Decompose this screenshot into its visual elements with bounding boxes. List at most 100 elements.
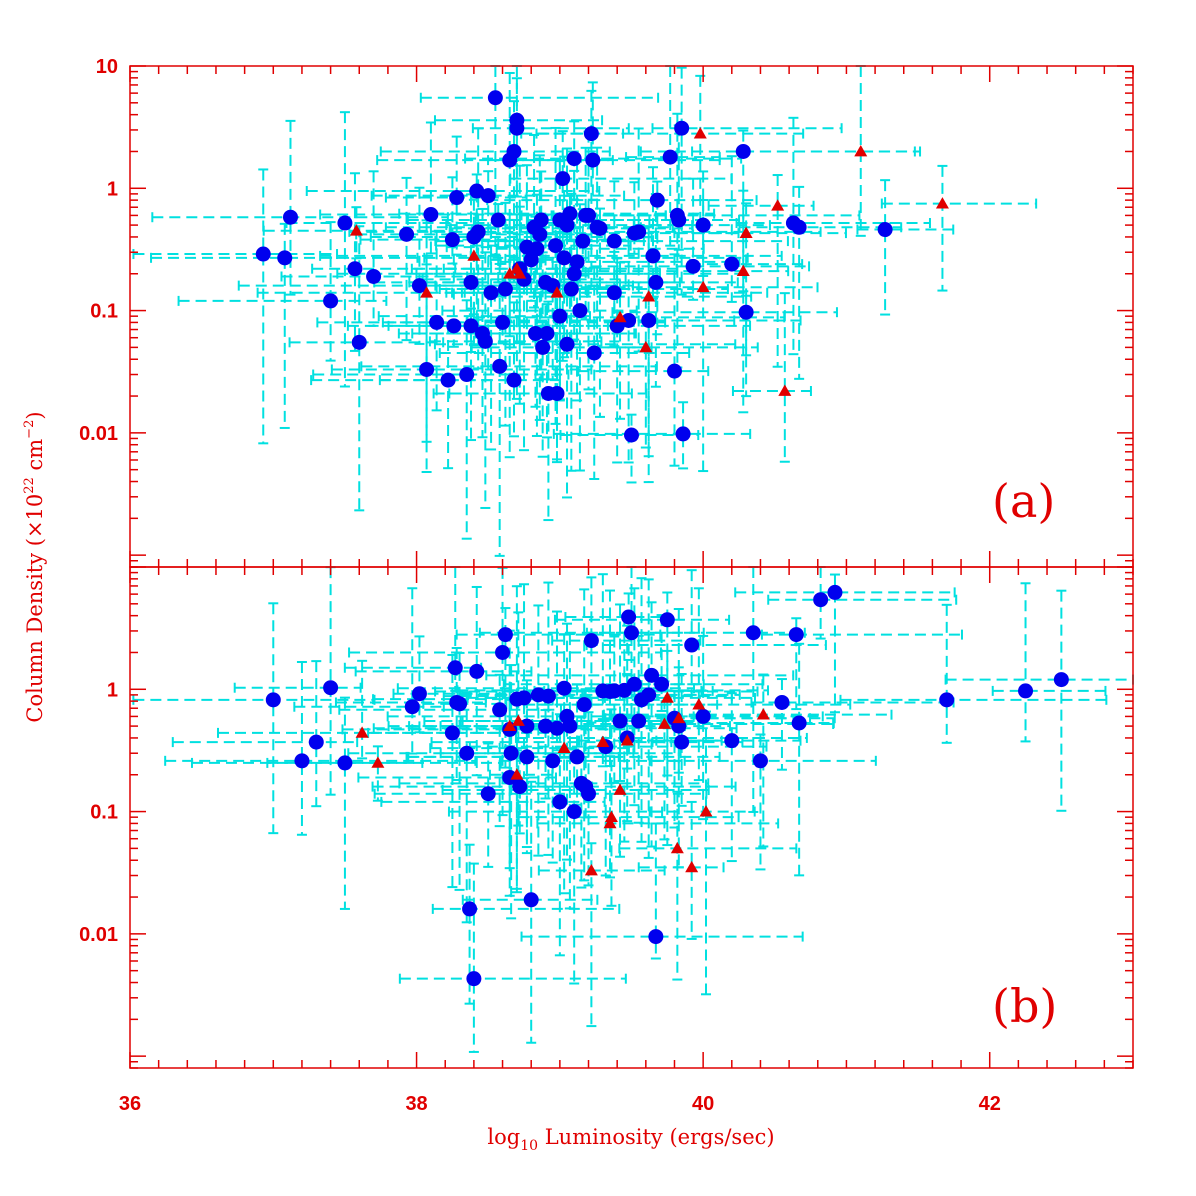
circle-point <box>323 293 339 309</box>
circle-point <box>939 692 955 708</box>
circle-point <box>497 627 513 643</box>
circle-point <box>549 720 565 736</box>
circle-point <box>654 676 670 692</box>
circle-point <box>562 718 578 734</box>
circle-point <box>559 217 575 233</box>
circle-point <box>641 687 657 703</box>
circle-point <box>411 278 427 294</box>
circle-point <box>440 372 456 388</box>
triangle-point <box>739 226 753 238</box>
circle-point <box>724 733 740 749</box>
circle-point <box>624 427 639 443</box>
circle-point <box>648 274 664 290</box>
circle-point <box>404 699 420 715</box>
circle-point <box>738 304 754 320</box>
circle-point <box>497 281 513 297</box>
circle-point <box>462 901 478 917</box>
triangle-point <box>660 691 674 703</box>
triangle-point <box>349 224 363 236</box>
circle-point <box>337 215 353 231</box>
circle-point <box>649 192 665 208</box>
triangle-point <box>503 719 517 731</box>
circle-point <box>552 308 568 324</box>
circle-point <box>490 212 506 228</box>
circle-point <box>459 745 475 761</box>
triangle-point <box>604 810 618 823</box>
circle-point <box>877 222 893 238</box>
circle-point <box>294 753 310 769</box>
circle-point <box>671 212 687 228</box>
circle-point <box>444 232 460 248</box>
y-tick-label: 0.1 <box>90 802 118 824</box>
circle-point <box>606 285 622 301</box>
circle-point <box>347 261 363 277</box>
triangle-point <box>613 310 627 323</box>
circle-point <box>575 233 591 249</box>
circle-point <box>666 363 682 379</box>
x-tick-label: 36 <box>119 1093 141 1115</box>
circle-point <box>624 625 639 641</box>
circle-point <box>674 734 690 750</box>
panel-label-a: (a) <box>992 474 1055 528</box>
circle-point <box>282 209 298 225</box>
circle-point <box>429 314 445 330</box>
circle-point <box>674 120 690 136</box>
circle-point <box>351 334 367 350</box>
circle-point <box>466 971 482 987</box>
circle-point <box>527 325 543 341</box>
circle-point <box>449 190 465 206</box>
circle-point <box>675 426 691 442</box>
circle-point <box>523 252 539 268</box>
triangle-point <box>696 280 710 293</box>
circle-point <box>545 753 561 769</box>
circle-point <box>631 713 647 729</box>
circle-point <box>532 226 548 242</box>
triangle-point <box>510 768 524 780</box>
circle-point <box>533 212 549 228</box>
y-tick-label: 10 <box>96 56 118 78</box>
circle-point <box>562 206 578 222</box>
y-tick-label: 0.01 <box>79 924 118 946</box>
circle-point <box>366 268 382 284</box>
triangle-point <box>935 197 949 209</box>
circle-point <box>606 233 622 249</box>
circle-point <box>827 584 843 600</box>
circle-point <box>423 207 439 223</box>
circle-point <box>549 385 565 401</box>
data-points <box>255 90 1069 987</box>
triangle-point <box>603 816 617 829</box>
circle-point <box>774 694 790 710</box>
circle-point <box>519 749 535 765</box>
circle-point <box>502 769 518 785</box>
circle-point <box>572 303 588 319</box>
circle-point <box>788 627 804 643</box>
circle-point <box>538 718 554 734</box>
y-tick-label: 1 <box>107 178 118 200</box>
circle-point <box>695 708 711 724</box>
circle-point <box>277 250 293 266</box>
circle-point <box>684 637 700 653</box>
circle-point <box>419 361 435 377</box>
circle-point <box>519 718 535 734</box>
circle-point <box>255 246 271 262</box>
triangle-point <box>693 127 707 139</box>
y-tick-label: 0.01 <box>79 423 118 445</box>
circle-point <box>644 667 660 683</box>
circle-point <box>548 238 564 254</box>
circle-point <box>566 804 582 820</box>
circle-point <box>659 612 675 628</box>
circle-point <box>463 274 479 290</box>
circle-point <box>566 151 582 167</box>
triangle-point <box>699 805 713 817</box>
triangle-point <box>596 735 610 747</box>
triangle-point <box>467 249 481 261</box>
x-tick-label: 38 <box>405 1093 427 1115</box>
circle-point <box>724 256 740 272</box>
circle-point <box>735 143 751 159</box>
circle-point <box>308 734 324 750</box>
circle-point <box>569 749 585 765</box>
circle-point <box>529 241 545 257</box>
triangle-point <box>550 286 564 298</box>
circle-point <box>469 183 485 199</box>
